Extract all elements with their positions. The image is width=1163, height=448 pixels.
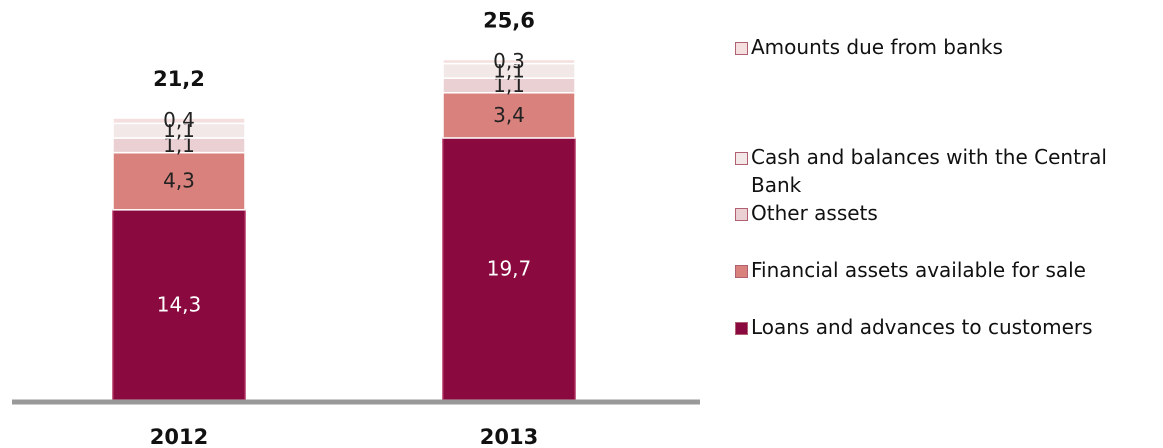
plot: 14,34,31,11,10,421,2201219,73,41,11,10,3… (12, 9, 700, 448)
legend-swatch (735, 208, 748, 221)
legend-entry: Amounts due from banks (735, 33, 1155, 61)
value-label: 0,3 (493, 49, 525, 73)
bar-segment (112, 117, 246, 125)
legend-swatch (735, 322, 748, 335)
legend-label: Other assets (751, 201, 878, 225)
value-label: 0,4 (163, 108, 195, 132)
bar-segment (442, 58, 576, 65)
legend-swatch (735, 152, 748, 165)
legend-swatch (735, 265, 748, 278)
total-label: 21,2 (153, 67, 205, 91)
value-label: 4,3 (163, 169, 195, 193)
legend-entry: Other assets (735, 199, 1155, 227)
legend-swatch (735, 42, 748, 55)
legend-entry: Loans and advances to customers (735, 313, 1155, 341)
legend-label: Financial assets available for sale (751, 258, 1086, 282)
x-tick-label: 2013 (480, 425, 538, 448)
legend-entry: Cash and balances with the Central Bank (735, 143, 1155, 199)
value-label: 14,3 (157, 292, 202, 316)
bar-segment (112, 209, 246, 401)
value-label: 3,4 (493, 103, 525, 127)
x-tick-label: 2012 (150, 425, 208, 448)
total-label: 25,6 (483, 9, 535, 33)
value-label: 19,7 (487, 256, 532, 280)
legend-label: Amounts due from banks (751, 35, 1003, 59)
legend-label: Cash and balances with the Central Bank (751, 145, 1107, 197)
bar-segment (112, 151, 246, 211)
legend-label: Loans and advances to customers (751, 315, 1093, 339)
legend-entry: Financial assets available for sale (735, 256, 1155, 284)
